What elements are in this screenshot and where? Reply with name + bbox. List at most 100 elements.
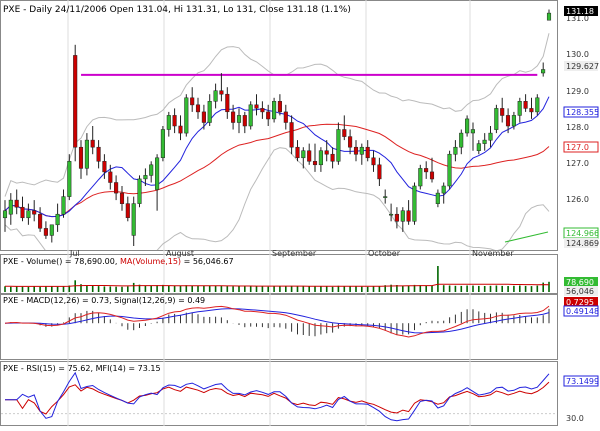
- price-label-band-lower: 124.966: [566, 229, 599, 238]
- candle-body: [389, 213, 394, 216]
- candle-55: [324, 140, 329, 162]
- candle-19: [114, 175, 119, 201]
- volume-bar-42: [249, 286, 252, 292]
- volume-bar-82: [483, 286, 486, 292]
- candle-body: [523, 101, 528, 109]
- candle-body: [55, 213, 60, 226]
- macd-right-label: 0.7295: [566, 298, 594, 307]
- rsi-paren: ) =: [53, 364, 68, 373]
- candle-13: [78, 140, 84, 179]
- volume-bar-14: [86, 285, 88, 292]
- volume-bar-54: [320, 286, 322, 292]
- candle-body: [160, 129, 165, 158]
- candle-28: [166, 111, 171, 137]
- price-label-band-upper-box: [564, 61, 598, 71]
- volume-bar-34: [203, 286, 205, 292]
- price-label-close: 131.18: [566, 7, 594, 16]
- volume-bar-78: [460, 285, 463, 292]
- candle-body: [330, 153, 335, 162]
- band-lower-tail: [504, 231, 549, 243]
- macd-signal-line: [4, 308, 550, 334]
- candle-body: [90, 139, 95, 148]
- volume-value: 78,690.00: [74, 257, 115, 266]
- candle-body: [119, 192, 125, 204]
- candle-41: [242, 111, 247, 134]
- candle-body: [190, 97, 195, 106]
- candle-body: [102, 161, 107, 173]
- signal-label: Signal(12,26,9): [114, 296, 175, 305]
- candle-87: [511, 111, 516, 130]
- price-tick-127: 127.0: [566, 159, 589, 168]
- volume-bar-81: [478, 285, 480, 292]
- volume-bar-60: [355, 286, 357, 292]
- mfi-label-box: [563, 375, 599, 387]
- candle-88: [517, 97, 522, 123]
- candle-25: [149, 161, 154, 183]
- volume-bar-50: [296, 286, 299, 292]
- header-info: - Daily 24/11/2006 Open 131.04, Hi 131.3…: [23, 5, 351, 15]
- volume-bar-92: [542, 282, 544, 292]
- candle-91: [535, 94, 540, 116]
- candle-26: [155, 154, 160, 211]
- signal-value: 0.49: [187, 296, 205, 305]
- rsi-title: PXE - RSI(: [3, 364, 42, 373]
- macd-title: PXE - MACD(: [3, 296, 53, 305]
- candle-74: [435, 189, 440, 208]
- candle-51: [301, 147, 306, 169]
- volume-bar-68: [402, 285, 404, 292]
- candle-50: [295, 140, 300, 162]
- candle-body: [143, 175, 148, 180]
- candle-53: [312, 143, 318, 172]
- volume-bar-31: [185, 285, 188, 292]
- volume-bar-30: [179, 286, 182, 292]
- candle-27: [160, 126, 165, 162]
- volume-bar-4: [27, 286, 30, 292]
- candle-89: [523, 94, 528, 112]
- candle-21: [125, 196, 130, 222]
- candle-body: [201, 111, 206, 123]
- candle-71: [418, 164, 423, 190]
- price-label-ma-fast: 128.355: [566, 108, 599, 117]
- month-label-august: August: [166, 249, 194, 258]
- candle-body: [535, 97, 540, 113]
- candle-body: [114, 182, 119, 194]
- month-label-jul: Jul: [69, 249, 80, 258]
- volume-label-value: 78,690: [566, 278, 594, 287]
- candle-76: [447, 150, 452, 190]
- volume-bar-28: [168, 285, 170, 292]
- candle-31: [184, 94, 189, 137]
- volume-bar-22: [132, 282, 135, 292]
- price-tick-128: 128.0: [566, 123, 589, 132]
- volume-bar-2: [15, 286, 18, 292]
- volume-bar-76: [448, 285, 451, 292]
- mfi-right-label: 73.1499: [566, 377, 599, 386]
- candle-16: [96, 140, 101, 169]
- volume-bar-43: [255, 286, 258, 292]
- candle-body: [38, 213, 43, 229]
- candle-60: [353, 140, 359, 162]
- candle-42: [248, 101, 253, 130]
- candle-body: [78, 146, 84, 169]
- candle-body: [541, 69, 546, 74]
- price-label-ma-slow-box: [563, 141, 599, 153]
- volume-bar-41: [244, 286, 246, 292]
- candle-body: [482, 139, 487, 144]
- candle-65: [383, 189, 388, 204]
- price-label-band-upper: 129.627: [566, 62, 599, 71]
- volume-bar-29: [173, 285, 176, 292]
- candle-22: [131, 196, 136, 246]
- candle-body: [517, 101, 522, 116]
- volume-ma-value: 56,046.67: [193, 257, 234, 266]
- candle-23: [137, 175, 142, 208]
- volume-bar-15: [91, 285, 94, 292]
- candle-40: [236, 108, 242, 134]
- candle-43: [254, 94, 259, 116]
- volume-bar-19: [115, 286, 117, 292]
- candle-body: [371, 157, 376, 166]
- candle-63: [371, 150, 376, 172]
- volume-bar-93: [548, 281, 550, 292]
- volume-ma-label-box: [564, 286, 598, 296]
- candle-56: [330, 147, 335, 169]
- candle-body: [476, 143, 481, 151]
